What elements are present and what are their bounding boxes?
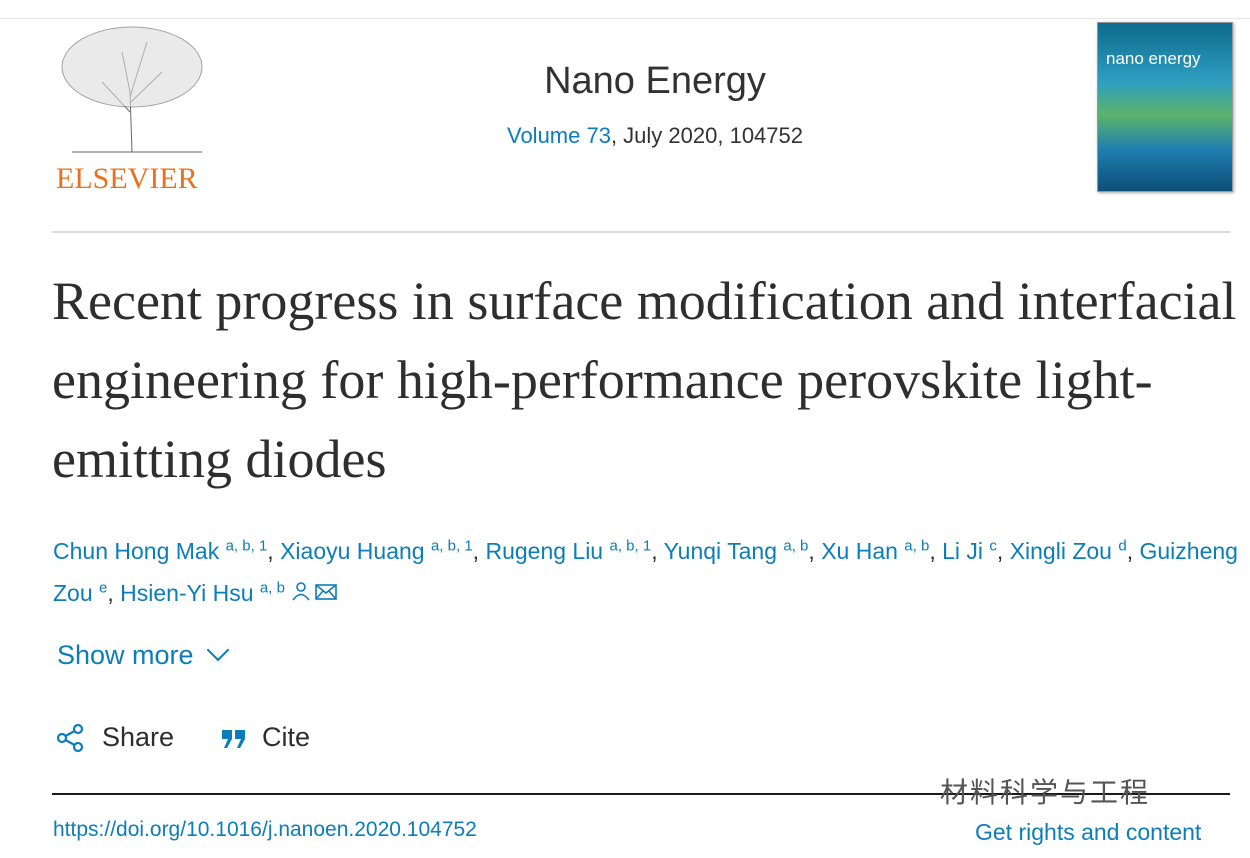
author-link[interactable]: Xiaoyu Huang a, b, 1: [280, 538, 473, 564]
share-label: Share: [102, 722, 175, 752]
separator: ,: [1126, 538, 1140, 564]
author-name: Xingli Zou: [1009, 538, 1119, 564]
show-more-button[interactable]: Show more: [57, 638, 229, 671]
separator: ,: [996, 538, 1010, 564]
author-name: Hsien-Yi Hsu: [120, 580, 260, 606]
separator: ,: [651, 538, 664, 564]
affiliation-marker[interactable]: c: [989, 537, 997, 555]
affiliation-marker[interactable]: a, b, 1: [609, 537, 652, 555]
quote-icon: [222, 729, 245, 748]
share-button[interactable]: Share: [56, 722, 174, 753]
author-link[interactable]: Rugeng Liu a, b, 1: [485, 538, 651, 564]
journal-title[interactable]: Nano Energy: [544, 60, 766, 102]
affiliation-marker[interactable]: a, b, 1: [430, 537, 473, 555]
issue-info: , July 2020, 104752: [610, 123, 803, 148]
email-icon[interactable]: [315, 583, 337, 601]
journal-cover[interactable]: nano energy: [1097, 22, 1233, 192]
author-name: Guizheng Zou: [53, 538, 1238, 606]
tree-icon: [61, 26, 203, 153]
volume-info: Volume 73, July 2020, 104752: [440, 123, 870, 149]
affiliation-marker[interactable]: a, b: [783, 537, 809, 555]
author-link[interactable]: Hsien-Yi Hsu a, b: [120, 580, 285, 606]
author-name: Chun Hong Mak: [53, 538, 226, 564]
divider: [52, 793, 1230, 795]
separator: ,: [929, 538, 943, 564]
divider: [52, 231, 1230, 233]
separator: ,: [267, 538, 281, 564]
logo-wordmark: ELSEVIER: [56, 162, 198, 195]
author-name: Yunqi Tang: [663, 538, 784, 564]
affiliation-marker[interactable]: e: [99, 579, 108, 597]
author-name: Rugeng Liu: [485, 538, 610, 564]
author-name: Xu Han: [821, 538, 905, 564]
author-name: Xiaoyu Huang: [280, 538, 431, 564]
separator: ,: [107, 580, 121, 606]
author-list: Chun Hong Mak a, b, 1, Xiaoyu Huang a, b…: [53, 530, 1243, 614]
author-link[interactable]: Yunqi Tang a, b: [664, 538, 809, 564]
cite-button[interactable]: Cite: [220, 722, 310, 753]
author-link[interactable]: Li Ji c: [942, 538, 997, 564]
article-title: Recent progress in surface modification …: [52, 271, 1237, 489]
share-icon: [56, 723, 84, 752]
affiliation-marker[interactable]: a, b: [259, 579, 285, 597]
volume-link[interactable]: Volume 73: [506, 123, 611, 148]
separator: ,: [472, 538, 486, 564]
affiliation-marker[interactable]: d: [1118, 537, 1127, 555]
author-link[interactable]: Xingli Zou d: [1010, 538, 1127, 564]
author-link[interactable]: Chun Hong Mak a, b, 1: [53, 538, 267, 564]
watermark: 材料科学与工程: [940, 777, 1151, 808]
elsevier-logo[interactable]: ELSEVIER: [52, 22, 212, 195]
author-link[interactable]: Xu Han a, b: [821, 538, 929, 564]
separator: ,: [808, 538, 822, 564]
doi-link[interactable]: https://doi.org/10.1016/j.nanoen.2020.10…: [53, 818, 477, 841]
author-link[interactable]: Guizheng Zou e: [53, 538, 1238, 606]
show-more-label: Show more: [57, 640, 194, 670]
affiliation-marker[interactable]: a, b: [904, 537, 930, 555]
top-divider: [0, 18, 1250, 19]
author-name: Li Ji: [942, 538, 990, 564]
cite-label: Cite: [262, 722, 311, 752]
affiliation-marker[interactable]: a, b, 1: [225, 537, 268, 555]
get-rights-link[interactable]: Get rights and content: [975, 819, 1202, 845]
person-icon[interactable]: [291, 581, 311, 601]
cover-text: nano energy: [1106, 49, 1201, 68]
chevron-down-icon: [206, 638, 229, 662]
